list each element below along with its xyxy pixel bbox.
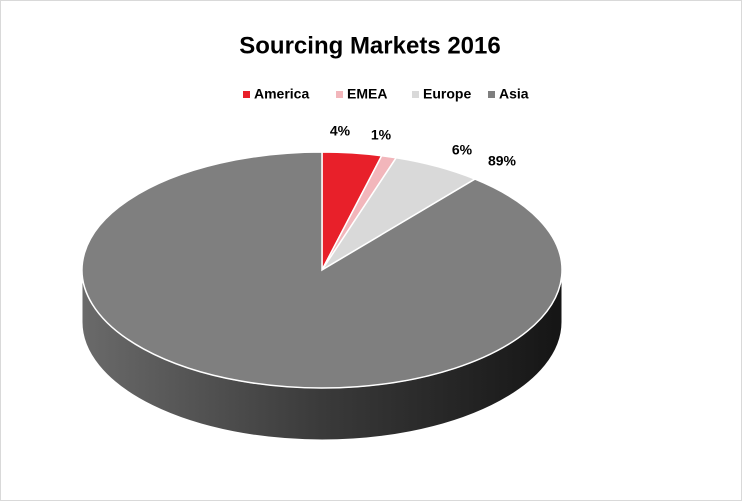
data-label: 6%: [452, 142, 473, 158]
data-label: 4%: [330, 123, 351, 139]
pie-slice: [81, 151, 563, 389]
legend-label: Europe: [423, 86, 471, 102]
legend-swatch: [488, 91, 495, 98]
legend-swatch: [243, 91, 250, 98]
legend-swatch: [336, 91, 343, 98]
chart-title: Sourcing Markets 2016: [239, 32, 500, 59]
legend-swatch: [412, 91, 419, 98]
legend-label: America: [254, 86, 309, 102]
legend-label: Asia: [499, 86, 529, 102]
data-label: 1%: [371, 127, 392, 143]
data-label: 89%: [488, 153, 517, 169]
legend-label: EMEA: [347, 86, 387, 102]
